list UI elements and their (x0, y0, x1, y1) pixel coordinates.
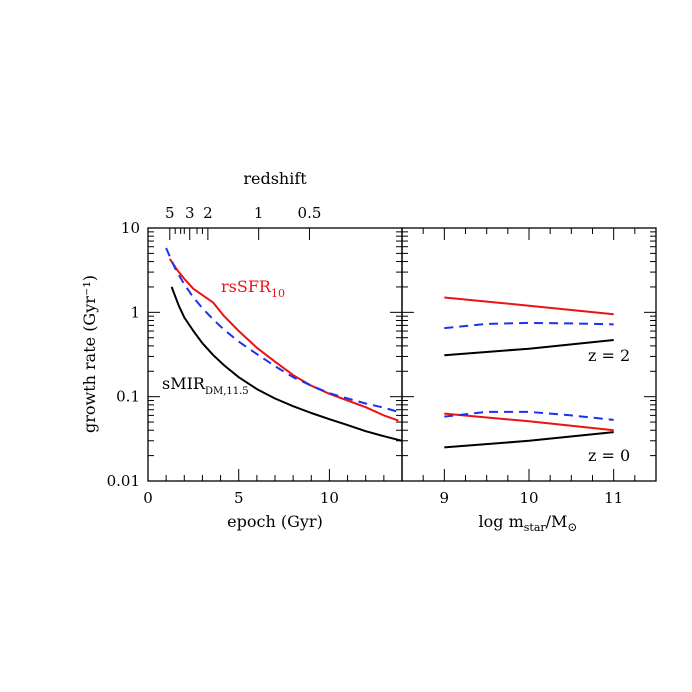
y-tick-label: 1 (130, 303, 140, 321)
right-z2-blue-line (444, 321, 614, 330)
right-z2-black-line (444, 339, 614, 357)
redshift-tick-label: 5 (165, 204, 175, 222)
series-rssfr-line (168, 258, 399, 422)
left-x-tick-label: 5 (234, 489, 244, 507)
redshift-tick-label: 0.5 (298, 204, 322, 222)
right-x-tick-label: 11 (604, 489, 623, 507)
right-x-axis-title-main: log m (479, 512, 524, 531)
right-x-tick-label: 10 (519, 489, 538, 507)
annotation-z0: z = 0 (588, 446, 630, 465)
right-x-axis-title-tail: /M (546, 512, 568, 531)
series-label-rssfr-sub: 10 (271, 287, 285, 300)
top-axis-title: redshift (243, 169, 307, 188)
series-label-rssfr-main: rsSFR (221, 277, 272, 296)
right-x-axis-title: log mstar/M⊙ (479, 512, 578, 534)
redshift-tick-label: 1 (254, 204, 264, 222)
y-axis-title: growth rate (Gyr⁻¹) (80, 275, 99, 433)
right-z0-red-line (444, 412, 614, 432)
left-x-axis-title: epoch (Gyr) (227, 512, 323, 531)
y-tick-label: 0.01 (107, 472, 140, 490)
series-label-smir-sub: DM,11.5 (205, 386, 249, 397)
series-smir-line (170, 286, 403, 442)
y-tick-label: 10 (121, 219, 140, 237)
right-x-tick-label: 9 (440, 489, 450, 507)
left-x-tick-label: 10 (320, 489, 339, 507)
right-x-axis-title-sub: star (524, 521, 547, 534)
series-label-smir-main: sMIR (162, 374, 206, 393)
sun-symbol: ⊙ (567, 520, 577, 534)
series-label-smir: sMIRDM,11.5 (162, 374, 249, 397)
redshift-tick-label: 3 (185, 204, 195, 222)
series-label-rssfr: rsSFR10 (221, 277, 285, 300)
right-z0-blue-line (444, 410, 614, 421)
left-x-tick-label: 0 (143, 489, 153, 507)
right-z0-black-line (444, 431, 614, 449)
redshift-tick-label: 2 (203, 204, 213, 222)
annotation-z2: z = 2 (588, 346, 630, 365)
series-layer (165, 247, 614, 449)
y-tick-label: 0.1 (116, 388, 140, 406)
ticks-layer (147, 227, 657, 482)
series-dashed-line (165, 247, 399, 413)
right-z2-red-line (444, 296, 614, 316)
